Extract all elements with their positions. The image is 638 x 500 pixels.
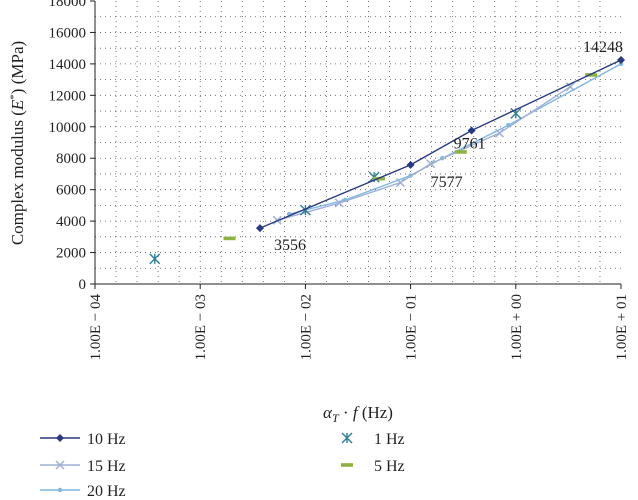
x-tick-label: 1.00E + 01 [614, 294, 630, 360]
dash-marker [223, 236, 236, 241]
legend-label: 15 Hz [87, 458, 126, 475]
series [149, 55, 625, 265]
x-tick-label: 1.00E − 03 [193, 294, 209, 360]
legend-item-1-hz: 1 Hz [341, 431, 405, 448]
data-labels: 3556 7577 9761 14248 [274, 39, 623, 254]
dash-marker [454, 150, 467, 154]
legend-label: 1 Hz [374, 431, 405, 448]
series-line [277, 86, 571, 221]
legend-item-5-hz: 5 Hz [341, 458, 405, 475]
x-marker [494, 128, 505, 138]
y-tick-labels: 0 2000 4000 6000 8000 10000 12000 14000 16000 180… [49, 0, 95, 293]
dot-marker [57, 487, 63, 493]
x-tick-label: 1.00E − 01 [404, 294, 420, 360]
data-label: 7577 [431, 174, 463, 191]
x-marker [395, 178, 405, 188]
x-axis-title: αT · f (Hz) [323, 403, 393, 425]
series-10-hz [255, 55, 625, 233]
y-tick-label: 6000 [56, 183, 86, 199]
legend-label: 5 Hz [374, 458, 405, 475]
x-tick-labels: 1.00E − 04 1.00E − 03 1.00E − 02 1.00E − 01… [88, 284, 630, 360]
legend-item-15-hz: 15 Hz [40, 458, 126, 475]
y-tick-label: 0 [79, 277, 87, 293]
legend-item-10-hz: 10 Hz [40, 431, 126, 448]
dash-marker [341, 463, 353, 467]
series-15-hz [272, 82, 575, 225]
x-tick-label: 1.00E + 00 [509, 294, 525, 360]
x-marker [334, 198, 344, 208]
plot-area [95, 1, 621, 284]
diamond-marker [467, 126, 476, 135]
y-tick-label: 4000 [56, 214, 86, 230]
asterisk-marker [341, 432, 353, 444]
y-tick-label: 8000 [56, 151, 86, 167]
x-tick-label: 1.00E − 02 [298, 294, 314, 360]
y-tick-label: 18000 [49, 0, 87, 10]
y-tick-label: 14000 [49, 57, 87, 73]
x-marker [426, 159, 436, 169]
diamond-marker [56, 434, 64, 442]
diamond-marker [406, 160, 415, 169]
diamond-marker [617, 55, 625, 64]
asterisk-marker [299, 204, 311, 216]
axes [94, 1, 621, 285]
x-marker [565, 82, 575, 92]
x-tick-label: 1.00E − 04 [88, 294, 104, 361]
legend-label: 10 Hz [87, 431, 126, 448]
x-marker [55, 460, 65, 470]
y-tick-label: 2000 [56, 246, 86, 262]
series-line [259, 59, 622, 229]
y-tick-label: 16000 [49, 25, 87, 41]
diamond-marker [255, 224, 264, 233]
data-label: 9761 [454, 136, 486, 153]
data-label: 14248 [583, 39, 623, 56]
dash-marker [585, 73, 598, 77]
legend-item-20-hz: 20 Hz [40, 483, 126, 500]
legend: 10 Hz 15 Hz 20 Hz 1 Hz 5 Hz [40, 431, 405, 500]
grid [95, 1, 621, 284]
asterisk-marker [149, 253, 161, 265]
y-tick-label: 12000 [49, 88, 87, 104]
legend-label: 20 Hz [87, 483, 126, 500]
y-tick-label: 10000 [49, 120, 87, 136]
data-label: 3556 [274, 237, 306, 254]
y-axis-title: Complex modulus (E*) (MPa) [8, 41, 27, 245]
